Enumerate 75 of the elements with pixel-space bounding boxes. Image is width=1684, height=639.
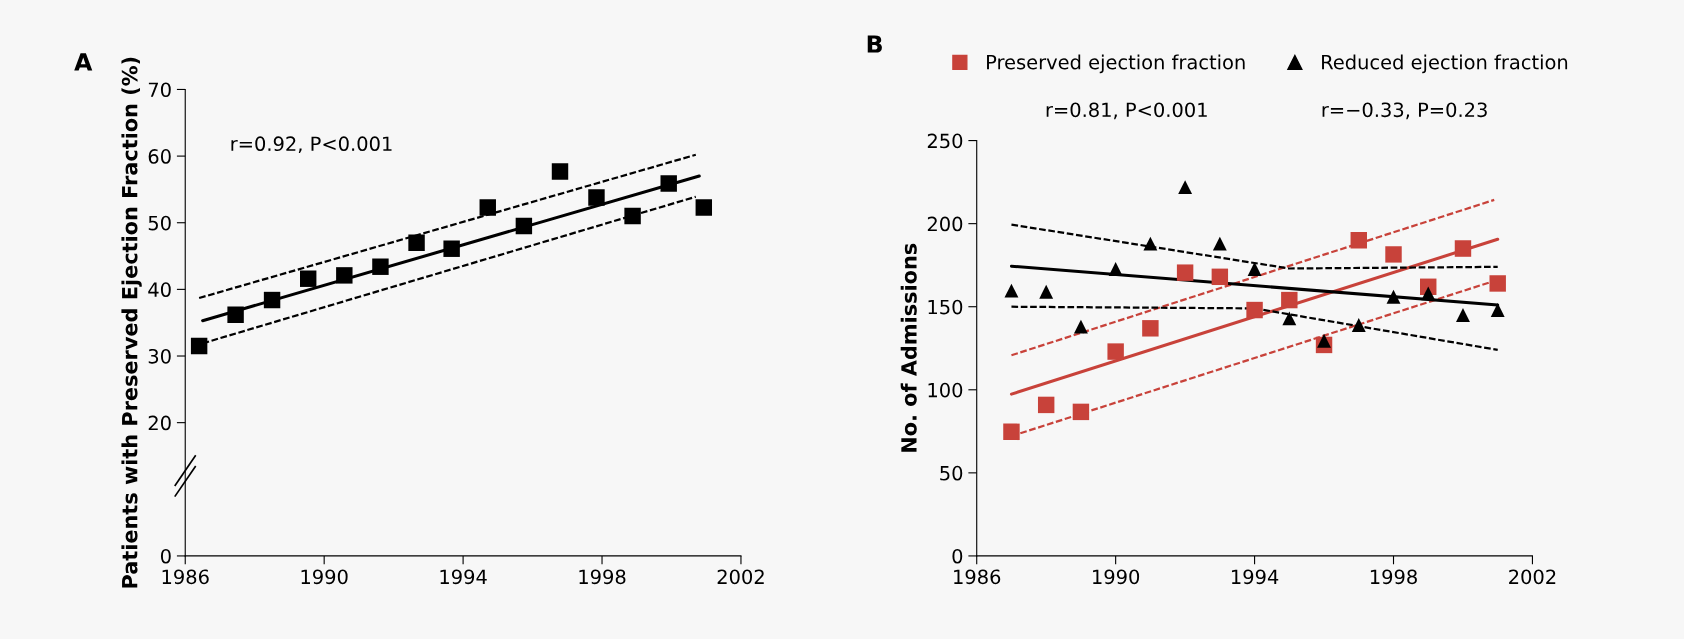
point	[372, 258, 389, 275]
point	[1108, 262, 1123, 276]
point	[1281, 291, 1298, 309]
point	[695, 199, 713, 216]
point	[263, 291, 281, 309]
y-tick-label: 200	[927, 216, 963, 232]
x-tick-label: 1990	[1093, 569, 1140, 585]
text: r=0.81, P<0.001	[1046, 102, 1207, 120]
point	[1072, 403, 1090, 421]
x-tick-label: 2002	[717, 569, 764, 585]
y-tick-label: 250	[927, 133, 963, 149]
y-tick-label: 40	[148, 282, 171, 298]
point	[1143, 236, 1158, 251]
point	[1176, 264, 1194, 281]
y-axis-title: No. of Admissions	[900, 243, 917, 452]
point	[1490, 303, 1505, 317]
point	[408, 234, 425, 251]
x-tick-label: 1994	[1231, 569, 1279, 585]
point	[1246, 301, 1263, 319]
point	[1317, 333, 1331, 348]
point	[1003, 423, 1020, 441]
point	[624, 207, 641, 225]
point	[1247, 262, 1262, 276]
point	[660, 175, 677, 192]
legend-label: Reduced ejection fraction	[1322, 54, 1568, 74]
point	[1212, 236, 1227, 251]
point	[443, 240, 460, 257]
y-tick-label: 0	[160, 548, 171, 564]
point	[1142, 320, 1159, 337]
y-tick-label: 150	[928, 299, 963, 315]
x-tick-label: 1986	[954, 569, 1001, 585]
point	[1004, 283, 1019, 298]
point	[1282, 311, 1297, 326]
x-tick-label: 1986	[162, 569, 209, 585]
point	[1350, 232, 1367, 249]
point	[1351, 318, 1366, 332]
point	[1456, 308, 1470, 322]
point	[1386, 289, 1401, 304]
point	[1107, 343, 1124, 360]
y-tick-label: 0	[952, 548, 963, 564]
x-tick-label: 1994	[440, 569, 487, 585]
point	[190, 337, 208, 355]
point	[515, 217, 533, 235]
y-tick-label: 30	[148, 348, 171, 364]
y-tick-label: 50	[940, 465, 963, 481]
point	[1039, 284, 1054, 299]
point	[1037, 396, 1055, 414]
y-tick-label: 70	[148, 82, 171, 98]
point	[588, 189, 605, 206]
y-tick-label: 100	[928, 382, 963, 398]
text: r=−0.33, P=0.23	[1322, 102, 1487, 120]
annotation: r=0.92, P<0.001	[231, 136, 392, 154]
point	[1073, 319, 1088, 334]
point	[336, 267, 353, 284]
point	[1211, 268, 1229, 286]
chart-title: A	[74, 53, 93, 71]
point	[479, 199, 496, 216]
point	[1385, 246, 1402, 263]
point	[551, 163, 569, 180]
point	[299, 270, 317, 287]
chart-title: B	[867, 35, 882, 53]
x-tick-label: 1998	[579, 569, 626, 585]
x-tick-label: 1990	[301, 569, 348, 585]
y-axis-title: Patients with Preserved Ejection Fraction (%)	[121, 57, 142, 588]
y-tick-label: 50	[148, 215, 171, 231]
x-tick-label: 2002	[1509, 569, 1556, 585]
point	[1178, 180, 1193, 195]
y-tick-label: 60	[148, 149, 171, 164]
y-tick-label: 20	[148, 415, 171, 431]
point	[1421, 286, 1436, 301]
point	[1454, 240, 1472, 257]
point	[1489, 275, 1506, 292]
legend-label: Preserved ejection fraction	[987, 54, 1245, 74]
point	[227, 306, 244, 323]
x-tick-label: 1998	[1370, 569, 1417, 585]
